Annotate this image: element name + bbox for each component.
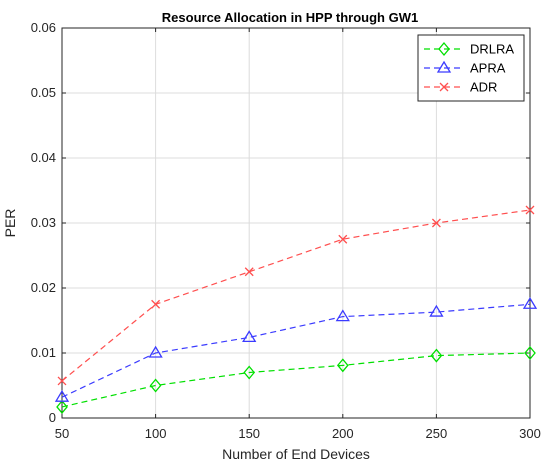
y-tick-label: 0.03 bbox=[31, 215, 56, 230]
y-axis-ticks: 0 0.01 0.02 0.03 0.04 0.05 0.06 bbox=[31, 20, 530, 425]
legend-label-apra: APRA bbox=[470, 61, 506, 76]
y-tick-label: 0.02 bbox=[31, 280, 56, 295]
series-group bbox=[54, 205, 538, 414]
data-point-apra bbox=[522, 296, 538, 309]
x-tick-label: 150 bbox=[238, 426, 260, 441]
data-point-adr bbox=[244, 267, 254, 277]
x-tick-label: 250 bbox=[426, 426, 448, 441]
y-tick-label: 0.06 bbox=[31, 20, 56, 35]
data-point-apra bbox=[335, 309, 350, 322]
series-line-drlra bbox=[61, 352, 531, 408]
x-tick-label: 50 bbox=[55, 426, 69, 441]
data-point-apra bbox=[54, 389, 70, 402]
data-point-drlra bbox=[430, 348, 443, 363]
data-point-drlra bbox=[56, 399, 68, 414]
legend-label-drlra: DRLRA bbox=[470, 42, 514, 57]
data-point-drlra bbox=[243, 365, 256, 380]
legend-marker-drlra bbox=[438, 41, 450, 57]
series-line-apra bbox=[61, 303, 531, 398]
x-axis-ticks: 50 100 150 200 250 300 bbox=[55, 28, 541, 441]
data-point-apra bbox=[242, 330, 257, 343]
x-tick-label: 300 bbox=[519, 426, 541, 441]
data-point-drlra bbox=[336, 358, 349, 373]
y-tick-label: 0.05 bbox=[31, 85, 56, 100]
series-apra bbox=[54, 296, 538, 402]
y-tick-label: 0.04 bbox=[31, 150, 56, 165]
x-tick-label: 200 bbox=[332, 426, 354, 441]
data-point-apra bbox=[148, 345, 163, 358]
series-adr bbox=[57, 205, 535, 386]
x-tick-label: 100 bbox=[145, 426, 167, 441]
series-line-adr bbox=[61, 209, 531, 382]
data-point-drlra bbox=[149, 378, 162, 393]
y-tick-label: 0.01 bbox=[31, 345, 56, 360]
data-point-adr bbox=[525, 205, 535, 215]
x-axis-label: Number of End Devices bbox=[222, 446, 370, 462]
y-axis-label: PER bbox=[2, 209, 18, 238]
data-point-adr bbox=[57, 376, 67, 386]
y-tick-label: 0 bbox=[49, 410, 56, 425]
legend-marker-apra bbox=[436, 60, 452, 73]
legend-label-adr: ADR bbox=[470, 80, 497, 95]
legend: DRLRA APRA ADR bbox=[417, 34, 525, 102]
series-drlra bbox=[56, 345, 536, 414]
legend-marker-adr bbox=[439, 82, 449, 92]
data-point-adr bbox=[338, 234, 348, 244]
data-point-adr bbox=[431, 218, 441, 228]
data-point-drlra bbox=[524, 345, 536, 361]
data-point-apra bbox=[429, 304, 444, 317]
chart-title: Resource Allocation in HPP through GW1 bbox=[162, 10, 418, 25]
data-point-adr bbox=[151, 299, 161, 309]
